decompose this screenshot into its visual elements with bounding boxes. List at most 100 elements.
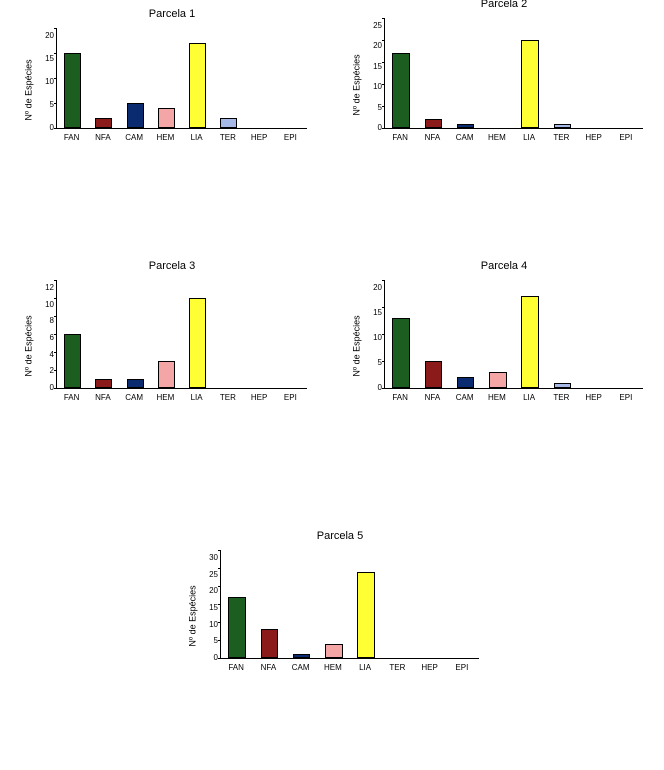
x-tick-label: CAM bbox=[285, 663, 317, 672]
y-tick-label: 6 bbox=[50, 334, 54, 342]
y-tick-label: 15 bbox=[209, 604, 218, 612]
bar-nfa bbox=[425, 119, 443, 128]
y-tick-label: 15 bbox=[45, 55, 54, 63]
bar-hem bbox=[489, 372, 507, 388]
x-tick-label: CAM bbox=[449, 393, 481, 402]
x-tick-label: HEP bbox=[244, 393, 275, 402]
x-tick-label: NFA bbox=[416, 393, 448, 402]
bar-ter bbox=[554, 124, 572, 128]
bar-nfa bbox=[95, 379, 112, 388]
x-axis: FANNFACAMHEMLIATERHEPEPI bbox=[56, 129, 306, 142]
chart-title: Parcela 4 bbox=[350, 260, 658, 272]
page: { "global": { "ylabel": "Nº de Espécies"… bbox=[0, 0, 664, 770]
x-tick-label: NFA bbox=[87, 133, 118, 142]
chart-4: Parcela 4 Nº de Espécies20151050FANNFACAM… bbox=[350, 260, 658, 402]
x-tick-label: TER bbox=[212, 133, 243, 142]
bar-ter bbox=[220, 118, 237, 128]
x-tick-label: EPI bbox=[610, 133, 642, 142]
x-tick-label: CAM bbox=[119, 393, 150, 402]
x-tick-label: HEM bbox=[150, 133, 181, 142]
x-tick-label: LIA bbox=[513, 133, 545, 142]
plot-area bbox=[220, 550, 479, 659]
y-axis-label: Nº de Espécies bbox=[188, 585, 198, 646]
chart-title: Parcela 3 bbox=[22, 260, 322, 272]
bar-cam bbox=[293, 654, 311, 658]
chart-1: Parcela 1Nº de Espécies20151050FANNFACAM… bbox=[22, 8, 322, 142]
bar-cam bbox=[127, 103, 144, 128]
y-tick-label: 20 bbox=[45, 32, 54, 40]
x-tick-label: HEP bbox=[244, 133, 275, 142]
bar-fan bbox=[64, 334, 81, 388]
x-tick-label: FAN bbox=[384, 133, 416, 142]
x-tick-label: TER bbox=[212, 393, 243, 402]
y-tick-label: 8 bbox=[50, 317, 54, 325]
y-axis: 20151050 bbox=[364, 280, 384, 388]
x-tick-label: TER bbox=[381, 663, 413, 672]
bar-hem bbox=[158, 361, 175, 388]
chart-title: Parcela 5 bbox=[186, 530, 494, 542]
y-tick-label: 2 bbox=[50, 367, 54, 375]
x-tick-label: CAM bbox=[449, 133, 481, 142]
y-axis: 20151050 bbox=[36, 28, 56, 128]
plot-area bbox=[384, 280, 643, 389]
bar-cam bbox=[127, 379, 144, 388]
x-axis: FANNFACAMHEMLIATERHEPEPI bbox=[220, 659, 478, 672]
chart-5: Parcela 5Nº de Espécies302520151050FANNF… bbox=[186, 530, 494, 672]
y-tick-label: 25 bbox=[209, 571, 218, 579]
x-tick-label: NFA bbox=[416, 133, 448, 142]
plot-area bbox=[56, 280, 307, 389]
x-axis: FANNFACAMHEMLIATERHEPEPI bbox=[384, 129, 642, 142]
y-axis-label: Nº de Espécies bbox=[352, 315, 362, 376]
y-tick-label: 10 bbox=[373, 83, 382, 91]
bar-hem bbox=[325, 644, 343, 658]
y-tick-label: 10 bbox=[45, 301, 54, 309]
bar-fan bbox=[64, 53, 81, 128]
y-tick-label: 30 bbox=[209, 554, 218, 562]
plot-area bbox=[56, 28, 307, 129]
x-tick-label: HEM bbox=[317, 663, 349, 672]
x-tick-label: HEM bbox=[150, 393, 181, 402]
y-tick-label: 15 bbox=[373, 63, 382, 71]
y-tick-label: 5 bbox=[214, 637, 218, 645]
x-tick-label: EPI bbox=[275, 133, 306, 142]
y-tick-label: 20 bbox=[209, 587, 218, 595]
x-tick-label: LIA bbox=[181, 393, 212, 402]
x-tick-label: HEP bbox=[578, 133, 610, 142]
bar-nfa bbox=[261, 629, 279, 658]
x-tick-label: FAN bbox=[220, 663, 252, 672]
x-tick-label: NFA bbox=[252, 663, 284, 672]
y-tick-label: 15 bbox=[373, 309, 382, 317]
y-tick-label: 10 bbox=[45, 78, 54, 86]
plot-area bbox=[384, 18, 643, 129]
y-axis-label: Nº de Espécies bbox=[24, 59, 34, 120]
x-tick-label: HEM bbox=[481, 133, 513, 142]
chart-title: Parcela 2 bbox=[350, 0, 658, 10]
x-tick-label: HEM bbox=[481, 393, 513, 402]
bar-lia bbox=[357, 572, 375, 658]
bar-fan bbox=[392, 53, 410, 128]
x-tick-label: LIA bbox=[513, 393, 545, 402]
bar-lia bbox=[189, 298, 206, 388]
x-axis: FANNFACAMHEMLIATERHEPEPI bbox=[56, 389, 306, 402]
x-tick-label: EPI bbox=[610, 393, 642, 402]
x-tick-label: LIA bbox=[349, 663, 381, 672]
bar-lia bbox=[521, 296, 539, 388]
x-axis: FANNFACAMHEMLIATERHEPEPI bbox=[384, 389, 642, 402]
y-tick-label: 10 bbox=[209, 621, 218, 629]
bar-ter bbox=[554, 383, 572, 388]
x-tick-label: TER bbox=[545, 133, 577, 142]
x-tick-label: HEP bbox=[578, 393, 610, 402]
x-tick-label: TER bbox=[545, 393, 577, 402]
x-tick-label: FAN bbox=[56, 133, 87, 142]
y-tick-label: 12 bbox=[45, 284, 54, 292]
x-tick-label: EPI bbox=[275, 393, 306, 402]
bar-lia bbox=[521, 40, 539, 128]
x-tick-label: CAM bbox=[119, 133, 150, 142]
bar-cam bbox=[457, 124, 475, 128]
chart-title: Parcela 1 bbox=[22, 8, 322, 20]
y-axis: 2520151050 bbox=[364, 18, 384, 128]
x-tick-label: NFA bbox=[87, 393, 118, 402]
y-tick-label: 20 bbox=[373, 42, 382, 50]
x-tick-label: FAN bbox=[384, 393, 416, 402]
y-tick-label: 5 bbox=[378, 104, 382, 112]
